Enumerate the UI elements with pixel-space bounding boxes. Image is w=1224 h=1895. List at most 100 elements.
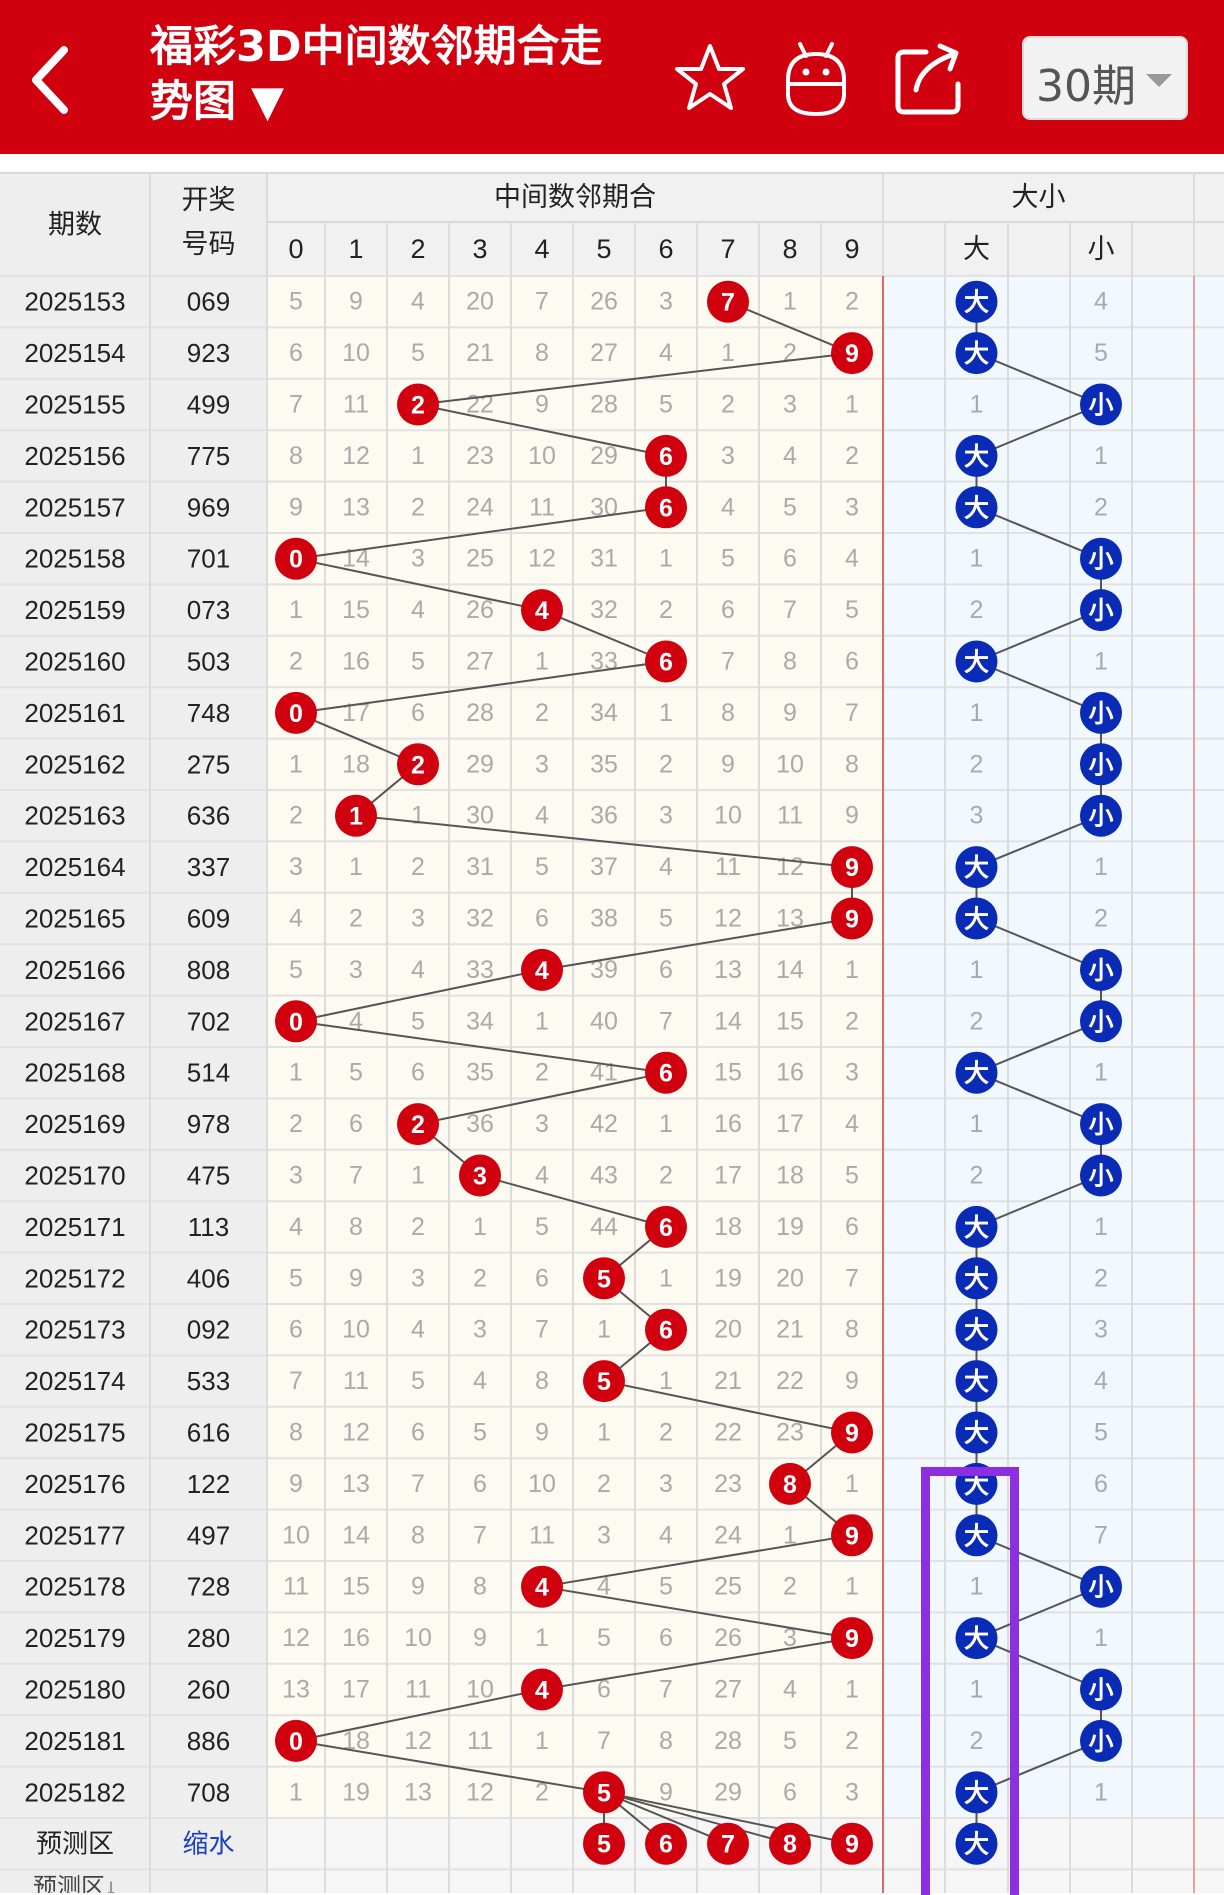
size-ball-label: 大 (964, 1368, 989, 1396)
miss-count: 4 (597, 1573, 611, 1601)
miss-count: 5 (659, 905, 673, 933)
miss-count: 8 (535, 339, 549, 367)
miss-count: 2 (845, 288, 859, 316)
hit-ball (459, 1154, 501, 1197)
miss-count: 9 (473, 1624, 487, 1652)
miss-count: 13 (342, 1470, 370, 1498)
miss-count: 2 (473, 1264, 487, 1292)
miss-count: 16 (714, 1110, 742, 1138)
miss-count: 7 (597, 1727, 611, 1755)
hit-ball-label: 0 (289, 546, 303, 574)
draw-cell: 978 (187, 1109, 230, 1139)
predict-bg (267, 1818, 1224, 1893)
miss-count: 12 (776, 853, 804, 881)
miss-count: 1 (289, 1059, 303, 1087)
hit-ball-label: 5 (597, 1779, 611, 1807)
hit-ball-label: 9 (845, 1522, 859, 1550)
hit-ball (521, 1668, 563, 1711)
miss-count: 4 (845, 545, 859, 573)
miss-count: 3 (411, 905, 425, 933)
miss-count: 6 (473, 1470, 487, 1498)
miss-count: 8 (783, 648, 797, 676)
miss-count: 5 (597, 1624, 611, 1652)
size-ball (1080, 537, 1122, 580)
trend-line (727, 300, 853, 355)
miss-count: 9 (721, 750, 735, 778)
miss-count: 5 (289, 1264, 303, 1292)
miss-count: 1 (845, 1676, 859, 1704)
title-line-1: 福彩3D中间数邻期合走 (150, 22, 603, 72)
miss-count: 9 (845, 1367, 859, 1395)
predict-shrink-link[interactable]: 缩水 (182, 1829, 234, 1859)
miss-count: 32 (466, 905, 494, 933)
draw-cell: 636 (187, 801, 230, 831)
header-digit: 7 (720, 234, 735, 264)
trend-line (295, 660, 667, 714)
size-ball-label: 大 (964, 1420, 989, 1448)
trend-line (295, 1688, 543, 1742)
miss-count: 12 (342, 1419, 370, 1447)
miss-count: 29 (590, 442, 618, 470)
draw-cell: 406 (187, 1263, 230, 1293)
draw-cell: 122 (187, 1469, 230, 1499)
star-icon[interactable] (670, 38, 750, 118)
miss-count: 13 (282, 1676, 310, 1704)
hit-ball-label: 4 (535, 597, 549, 625)
miss-count: 4 (721, 493, 735, 521)
period-cell: 2025165 (24, 904, 125, 934)
trend-line (295, 711, 419, 766)
size-ball-label: 大 (964, 854, 989, 882)
trend-line (976, 1739, 1102, 1794)
miss-count: 6 (289, 1316, 303, 1344)
miss-count: 2 (289, 802, 303, 830)
miss-count: 3 (597, 1521, 611, 1549)
miss-count: 6 (535, 1264, 549, 1292)
period-select[interactable]: 30期 (1022, 36, 1188, 120)
miss-count: 1 (783, 288, 797, 316)
hit-ball-label: 9 (845, 854, 859, 882)
miss-count: 1 (721, 339, 735, 367)
draw-cell: 923 (187, 338, 230, 368)
miss-count: 5 (289, 956, 303, 984)
miss-count: 2 (535, 1059, 549, 1087)
miss-count: 5 (845, 596, 859, 624)
hit-ball-label: 7 (721, 289, 735, 317)
miss-count: 1 (411, 802, 425, 830)
page-title[interactable]: 福彩3D中间数邻期合走 势图 ▼ (150, 20, 670, 130)
predict-ball (645, 1822, 687, 1865)
share-icon[interactable] (890, 38, 970, 118)
hit-ball (397, 383, 439, 426)
miss-count: 8 (845, 1316, 859, 1344)
miss-count: 1 (349, 853, 363, 881)
miss-count: 1 (845, 956, 859, 984)
miss-count: 2 (659, 596, 673, 624)
hit-ball (769, 1462, 811, 1505)
miss-count: 1 (970, 1676, 984, 1704)
hit-ball (275, 691, 317, 734)
header-draw-1: 开奖 (182, 185, 236, 215)
period-cell: 2025164 (24, 852, 125, 882)
miss-count: 8 (659, 1727, 673, 1755)
hit-ball (521, 948, 563, 991)
chevron-down-icon (1146, 74, 1172, 87)
miss-count: 1 (411, 1162, 425, 1190)
miss-count: 29 (714, 1778, 742, 1806)
predict-ball (583, 1822, 625, 1865)
miss-count: 7 (535, 1316, 549, 1344)
miss-count: 34 (466, 1007, 494, 1035)
miss-count: 1 (970, 391, 984, 419)
miss-count: 11 (343, 1367, 369, 1395)
robot-icon[interactable] (776, 38, 856, 118)
back-arrow-icon[interactable] (22, 40, 82, 120)
miss-count: 4 (783, 1676, 797, 1704)
miss-count: 20 (466, 288, 494, 316)
trend-line (976, 1020, 1102, 1074)
hit-ball (645, 434, 687, 477)
miss-count: 3 (411, 545, 425, 573)
miss-count: 19 (342, 1778, 370, 1806)
miss-count: 11 (283, 1573, 309, 1601)
hit-ball-label: 2 (411, 1111, 425, 1139)
miss-count: 4 (659, 853, 673, 881)
hit-ball (583, 1257, 625, 1300)
miss-count: 2 (721, 391, 735, 419)
